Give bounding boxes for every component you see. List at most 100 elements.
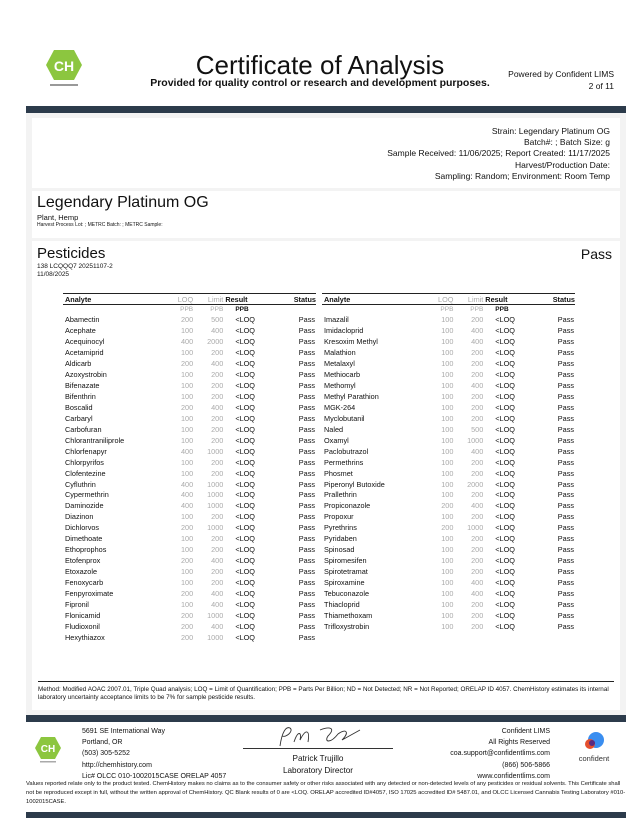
analyte-name: Imidacloprid [324,326,364,336]
limit-value: 200 [471,348,484,358]
header-status: Status [275,293,316,305]
loq-value: 200 [180,632,194,642]
analyte-name: Abamectin [65,315,100,325]
result-value: <LOQ [495,588,515,598]
units-row: PPB PPB PPB [63,305,316,315]
page-number: 2 of 11 [588,81,614,91]
confident-logo-icon [585,732,604,749]
powered-by-text: Powered by Confident LIMS [508,69,614,79]
result-value: <LOQ [495,402,515,412]
status-value: Pass [557,315,574,325]
status-value: Pass [557,610,574,620]
table-row: Permethrins 100 200 <LOQ Pass [322,457,575,468]
loq-value: 100 [441,326,454,336]
units-blank [63,305,164,315]
header-status: Status [535,293,575,305]
lims-rights: All Rights Reserved [488,739,550,747]
table-row: Thiamethoxam 100 200 <LOQ Pass [322,610,575,621]
status-value: Pass [298,348,315,358]
table-row: Spirotetramat 100 200 <LOQ Pass [322,566,575,577]
result-value: <LOQ [495,610,515,620]
footer-divider [26,715,626,722]
sample-meta: Strain: Legendary Platinum OG Batch#: ; … [387,126,610,182]
table-row: Carbaryl 100 200 <LOQ Pass [63,413,316,424]
analyte-name: Tebuconazole [324,588,370,598]
status-value: Pass [557,512,574,522]
result-value: <LOQ [235,610,255,620]
strain: Strain: Legendary Platinum OG [491,126,610,136]
result-value: <LOQ [235,348,255,358]
analyte-name: Spirotetramat [324,567,368,577]
table-row: Cyfluthrin 400 1000 <LOQ Pass [63,479,316,490]
result-value: <LOQ [235,479,255,489]
analyte-name: Aldicarb [65,359,92,369]
limit-value: 200 [211,577,224,587]
table-row: Myclobutanil 100 200 <LOQ Pass [322,413,575,424]
table-row: Bifenazate 100 200 <LOQ Pass [63,380,316,391]
loq-value: 100 [441,545,454,555]
table-row: Clofentezine 100 200 <LOQ Pass [63,468,316,479]
header-divider [26,106,626,113]
analyte-name: Phosmet [324,468,353,478]
loq-value: 100 [441,424,454,434]
table-row: Malathion 100 200 <LOQ Pass [322,347,575,358]
result-value: <LOQ [235,392,255,402]
status-value: Pass [557,556,574,566]
result-value: <LOQ [495,621,515,631]
loq-value: 200 [180,588,194,598]
status-value: Pass [298,567,315,577]
limit-value: 200 [211,468,224,478]
loq-value: 100 [441,370,454,380]
result-value: <LOQ [235,490,255,500]
loq-value: 100 [180,457,194,467]
loq-value: 400 [180,501,194,511]
status-value: Pass [557,479,574,489]
table-row: Acetamiprid 100 200 <LOQ Pass [63,347,316,358]
analyte-name: Clofentezine [65,468,106,478]
table-row: Bifenthrin 100 200 <LOQ Pass [63,391,316,402]
analyte-name: Azoxystrobin [65,370,107,380]
table-row: Chlorpyrifos 100 200 <LOQ Pass [63,457,316,468]
limit-value: 400 [471,501,484,511]
analyte-name: Spiromesifen [324,556,367,566]
analyte-name: Cyfluthrin [65,479,96,489]
header-limit: Limit [453,293,484,305]
limit-value: 500 [471,424,484,434]
status-value: Pass [557,588,574,598]
loq-value: 200 [180,610,194,620]
table-row: Chlorfenapyr 400 1000 <LOQ Pass [63,446,316,457]
analyte-name: Etoxazole [65,567,98,577]
header-limit: Limit [193,293,224,305]
loq-value: 100 [180,468,194,478]
result-value: <LOQ [495,348,515,358]
analyte-name: Cypermethrin [65,490,109,500]
loq-value: 100 [441,512,454,522]
result-value: <LOQ [495,490,515,500]
analyte-name: Metalaxyl [324,359,355,369]
table-row: Spinosad 100 200 <LOQ Pass [322,544,575,555]
analyte-name: Bifenazate [65,381,100,391]
table-row: Paclobutrazol 100 400 <LOQ Pass [322,446,575,457]
loq-value: 100 [441,567,454,577]
loq-value: 100 [441,413,454,423]
status-value: Pass [298,359,315,369]
limit-value: 200 [471,610,484,620]
limit-value: 2000 [207,337,224,347]
limit-value: 200 [211,457,224,467]
limit-value: 200 [471,402,484,412]
analyte-name: Diazinon [65,512,94,522]
limit-value: 200 [471,370,484,380]
limit-value: 200 [471,413,484,423]
result-value: <LOQ [235,435,255,445]
loq-value: 100 [441,479,454,489]
limit-value: 1000 [207,490,224,500]
analyte-name: Oxamyl [324,435,349,445]
result-value: <LOQ [235,402,255,412]
limit-value: 2000 [467,479,484,489]
status-value: Pass [298,326,315,336]
loq-value: 100 [441,534,454,544]
loq-value: 100 [441,392,454,402]
loq-value: 100 [441,402,454,412]
header-result: Result [223,293,276,305]
table-row: Chlorantraniliprole 100 200 <LOQ Pass [63,435,316,446]
